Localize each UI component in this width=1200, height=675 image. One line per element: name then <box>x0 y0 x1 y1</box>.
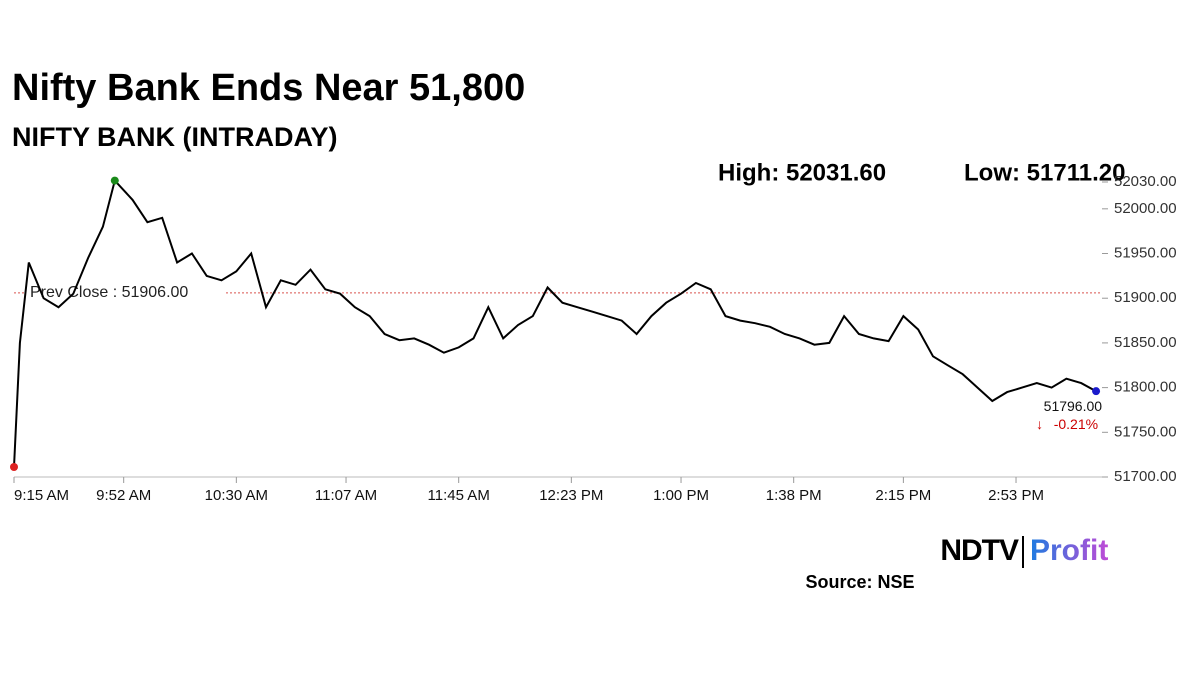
y-tick-label: 51850.00 <box>1114 334 1177 351</box>
marker-low <box>10 462 18 471</box>
source: Source: NSE <box>805 572 914 592</box>
chart-title: Nifty Bank Ends Near 51,800 <box>12 67 525 109</box>
x-tick-label: 10:30 AM <box>205 487 268 504</box>
y-tick-label: 51950.00 <box>1114 244 1177 261</box>
series-line <box>13 178 1097 468</box>
last-value-label: 51796.00 <box>1044 398 1103 414</box>
marker-high <box>110 176 119 185</box>
x-tick-label: 12:23 PM <box>539 487 603 504</box>
low-label: Low: 51711.20 <box>964 159 1125 186</box>
logo-left: NDTV <box>940 534 1019 567</box>
reference-label: Prev Close : 51906.00 <box>30 284 188 301</box>
y-tick-label: 51700.00 <box>1114 468 1177 485</box>
y-tick-label: 52030.00 <box>1114 173 1177 190</box>
x-tick-label: 2:53 PM <box>988 487 1044 504</box>
y-tick-label: 52000.00 <box>1114 200 1177 217</box>
y-tick-label: 51900.00 <box>1114 289 1177 306</box>
x-tick-label: 2:15 PM <box>875 487 931 504</box>
x-tick-label: 1:00 PM <box>653 487 709 504</box>
x-tick-label: 9:52 AM <box>96 487 151 504</box>
x-tick-label: 1:38 PM <box>766 487 822 504</box>
marker-last <box>1092 387 1101 396</box>
x-tick-label: 11:45 AM <box>428 487 490 504</box>
x-tick-label: 9:15 AM <box>14 487 69 504</box>
logo-right: Profit <box>1030 534 1108 567</box>
chart-subtitle: NIFTY BANK (INTRADAY) <box>12 122 338 152</box>
high-label: High: 52031.60 <box>718 159 886 186</box>
y-tick-label: 51800.00 <box>1114 379 1177 396</box>
y-tick-label: 51750.00 <box>1114 423 1177 440</box>
x-tick-label: 11:07 AM <box>315 487 377 504</box>
change-arrow: ↓ <box>1036 416 1043 432</box>
change-label: -0.21% <box>1054 416 1098 432</box>
